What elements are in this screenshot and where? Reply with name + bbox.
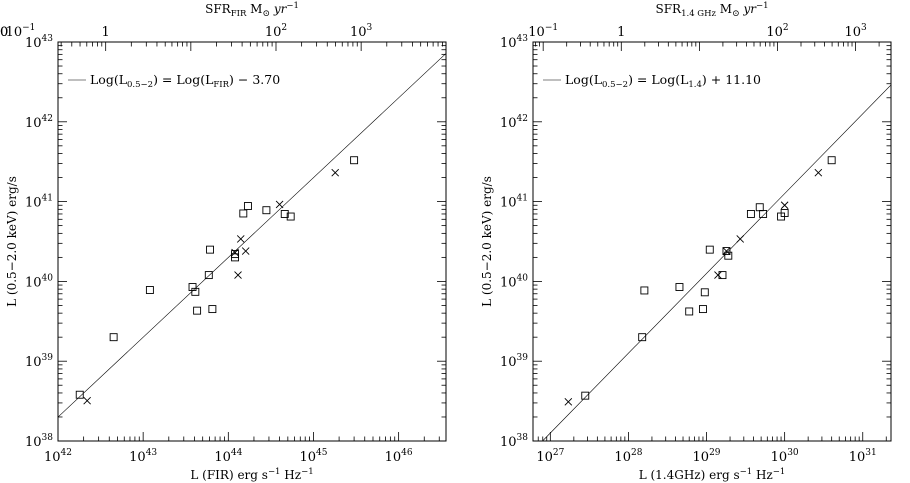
data-point-square (722, 247, 731, 256)
x-axis-label: L (FIR) erg s−1 Hz−1 (190, 467, 313, 482)
data-point-square (262, 206, 271, 215)
y-tick-label: 1043 (500, 34, 528, 51)
top-axis-label: SFR1.4 GHz M⊙ yr−1 (655, 1, 768, 19)
data-point-square (780, 209, 789, 217)
x-tick-label: 1027 (536, 448, 564, 465)
data-point-square (109, 333, 118, 342)
x-tick-label: 1029 (693, 448, 721, 465)
data-point-square (243, 202, 252, 210)
data-point-square (280, 210, 289, 218)
data-point-cross (814, 168, 823, 177)
y-tick-label: 1038 (25, 433, 53, 450)
data-point-cross (722, 247, 731, 255)
data-point-square (759, 210, 768, 218)
top-tick-label: 102 (766, 23, 788, 40)
x-tick-label: 1031 (849, 448, 877, 465)
data-point-cross (231, 248, 239, 257)
data-point-cross (564, 397, 573, 406)
y-tick-label: 1040 (25, 273, 53, 290)
x-tick-label: 1043 (129, 448, 157, 465)
y-axis-label: L (0.5−2.0 keV) erg/s (5, 176, 19, 307)
plot-frame (57, 41, 447, 442)
data-point-square (675, 283, 684, 291)
x-tick-label: 1030 (771, 448, 799, 465)
y-axis-label: L (0.5−2.0 keV) erg/s (480, 176, 494, 307)
data-point-square (718, 271, 727, 280)
x-tick-label: 1046 (385, 448, 413, 465)
data-point-cross (275, 200, 284, 209)
data-point-square (640, 286, 649, 295)
y-tick-label: 1041 (25, 194, 53, 211)
y-tick-label: 1042 (25, 114, 53, 131)
data-point-square (685, 307, 694, 316)
data-point-square (239, 209, 248, 218)
data-point-square (286, 212, 295, 221)
legend: Log(L0.5−2) = Log(L1.4) + 11.10 (543, 72, 761, 90)
y-tick-label: 1042 (500, 114, 528, 131)
top-tick-label: 103 (350, 23, 373, 40)
top-tick-label: 10 (0, 25, 8, 40)
x-tick-label: 1045 (299, 448, 327, 465)
top-tick-label: 10−1 (6, 23, 36, 40)
data-point-cross (234, 271, 242, 279)
data-point-square (724, 251, 733, 260)
data-point-cross (331, 168, 340, 177)
x-tick-label: 1044 (214, 448, 242, 465)
data-point-cross (714, 271, 722, 279)
data-point-cross (236, 235, 245, 243)
legend: Log(L0.5−2) = Log(LFIR) − 3.70 (68, 72, 280, 90)
data-point-square (193, 306, 202, 315)
data-point-square (145, 286, 154, 294)
y-tick-label: 1041 (500, 194, 528, 211)
legend-text: Log(L0.5−2) = Log(LFIR) − 3.70 (90, 72, 280, 90)
y-tick-label: 1043 (25, 34, 53, 51)
legend-text: Log(L0.5−2) = Log(L1.4) + 11.10 (565, 72, 761, 90)
plot-frame (532, 41, 892, 442)
data-point-square (208, 305, 217, 314)
x-axis-label: L (1.4GHz) erg s−1 Hz−1 (639, 467, 786, 482)
y-tick-label: 1039 (500, 353, 528, 370)
data-point-square (191, 287, 200, 296)
top-tick-label: 10 (0, 25, 8, 40)
data-point-square (699, 305, 707, 314)
data-point-square (700, 288, 709, 297)
panel-left: 1042 1043 1044 1045 1046 1038 1039 1040 1041 1042… (0, 1, 447, 482)
data-point-cross (241, 247, 250, 255)
data-point-square (827, 156, 836, 165)
data-point-square (755, 203, 764, 212)
y-tick-label: 1038 (500, 433, 528, 450)
data-point-square (75, 390, 84, 399)
x-tick-label: 1028 (614, 448, 642, 465)
y-tick-label: 1040 (500, 273, 528, 290)
panel-right: 1027 1028 1029 1030 103110381039104010411042… (0, 1, 892, 482)
data-point-square (188, 283, 197, 291)
top-tick-label: 103 (844, 23, 867, 40)
data-point-square (638, 333, 647, 342)
data-point-cross (83, 396, 91, 405)
data-point-square (746, 210, 755, 218)
fit-line (542, 84, 892, 442)
x-tick-label: 1042 (44, 448, 72, 465)
data-point-cross (736, 235, 745, 243)
fit-line (57, 53, 447, 418)
data-point-square (204, 271, 213, 280)
y-tick-label: 1039 (25, 353, 53, 370)
data-point-square (705, 245, 714, 254)
data-point-square (350, 156, 359, 165)
top-axis-label: SFRFIR M⊙ yr−1 (205, 1, 299, 19)
top-tick-label: 1 (617, 25, 625, 40)
top-tick-label: 1 (102, 25, 110, 40)
data-point-cross (780, 201, 789, 210)
data-point-square (581, 391, 590, 400)
data-point-square (206, 245, 214, 254)
top-tick-label: 10−1 (528, 23, 558, 40)
data-point-square (231, 250, 240, 259)
top-tick-label: 102 (265, 23, 287, 40)
